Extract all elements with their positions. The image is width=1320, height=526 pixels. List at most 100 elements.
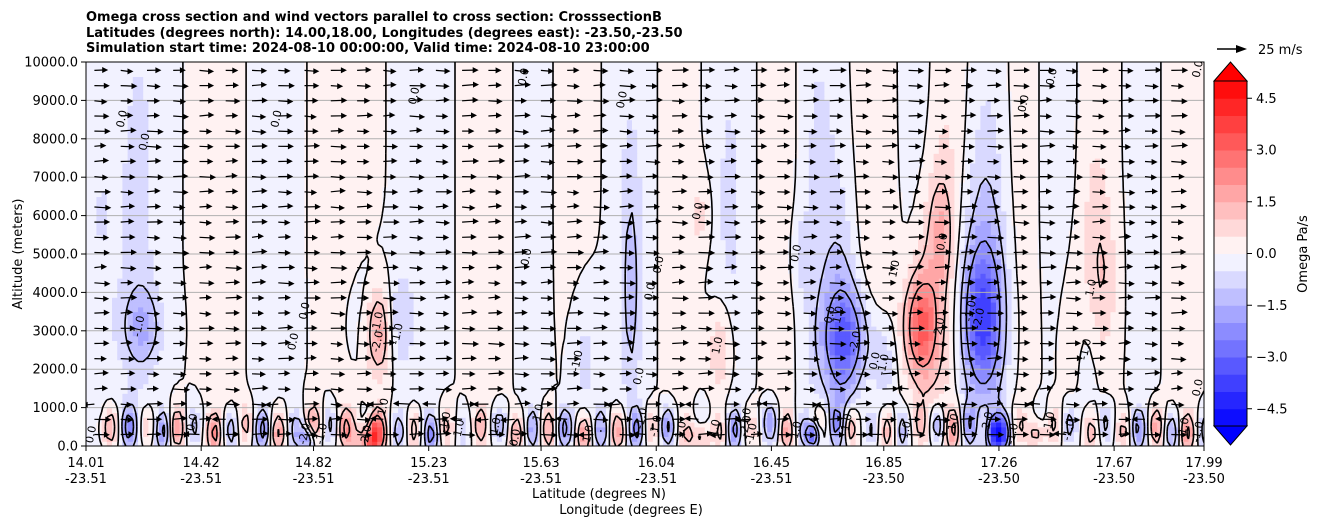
omega-cell [777, 345, 784, 351]
omega-cell [730, 441, 737, 446]
omega-cell [205, 393, 212, 399]
omega-cell [1100, 369, 1106, 375]
omega-cell [122, 412, 129, 418]
omega-cell [392, 383, 399, 389]
omega-cell [522, 335, 529, 341]
omega-cell [772, 388, 779, 394]
omega-cell [876, 354, 883, 361]
omega-cell [980, 393, 987, 399]
omega-cell [954, 364, 961, 370]
omega-cell [814, 422, 820, 428]
omega-cell [559, 374, 565, 380]
omega-cell [866, 388, 872, 394]
omega-cell [1037, 398, 1044, 404]
omega-cell [756, 345, 763, 351]
omega-cell [611, 378, 617, 385]
omega-cell [720, 383, 727, 389]
omega-cell [174, 364, 181, 370]
omega-cell [548, 402, 555, 409]
omega-cell [824, 398, 831, 404]
omega-cell [325, 436, 331, 442]
omega-cell [819, 436, 825, 442]
omega-cell [689, 350, 695, 356]
omega-cell [221, 335, 227, 341]
omega-cell [647, 335, 654, 341]
omega-cell [413, 378, 420, 385]
omega-cell [1198, 412, 1204, 418]
omega-cell [299, 426, 305, 433]
omega-cell [1178, 422, 1184, 428]
omega-cell [933, 393, 940, 399]
omega-cell [1063, 350, 1070, 356]
omega-cell [361, 402, 368, 409]
omega-cell [626, 378, 633, 385]
omega-cell [933, 354, 940, 361]
omega-cell [1141, 402, 1148, 409]
omega-cell [798, 364, 805, 370]
omega-cell [642, 345, 649, 351]
omega-cell [205, 383, 212, 389]
omega-cell [928, 422, 935, 428]
omega-cell [1016, 407, 1023, 413]
omega-cell [1162, 402, 1169, 409]
omega-cell [803, 422, 810, 428]
omega-cell [730, 398, 737, 404]
omega-cell [777, 369, 784, 375]
omega-cell [418, 374, 425, 380]
omega-cell [970, 407, 976, 413]
omega-cell [959, 402, 966, 409]
omega-cell [366, 345, 373, 351]
omega-cell [918, 441, 924, 446]
omega-cell [424, 350, 430, 356]
omega-cell [606, 398, 612, 404]
omega-cell [990, 369, 997, 375]
omega-cell [1167, 350, 1174, 356]
omega-cell [335, 378, 342, 385]
omega-cell [294, 388, 300, 394]
omega-cell [486, 393, 493, 399]
omega-cell [652, 378, 659, 385]
omega-cell [767, 388, 773, 394]
omega-cell [86, 369, 92, 375]
omega-cell [1105, 345, 1111, 351]
omega-cell [720, 436, 727, 442]
omega-cell [278, 407, 285, 413]
omega-cell [580, 398, 586, 404]
omega-cell [756, 369, 763, 375]
omega-cell [158, 422, 165, 428]
omega-cell [226, 417, 233, 423]
omega-cell [1022, 350, 1028, 356]
omega-cell [1152, 422, 1158, 428]
omega-cell [184, 364, 191, 370]
omega-cell [444, 359, 451, 365]
omega-cell [325, 364, 331, 370]
omega-cell [543, 393, 550, 399]
omega-cell [1188, 359, 1195, 365]
omega-cell [216, 407, 222, 413]
omega-cell [470, 378, 477, 385]
omega-cell [725, 441, 732, 446]
omega-cell [1042, 436, 1049, 442]
omega-cell [954, 354, 961, 361]
omega-cell [1183, 383, 1189, 389]
omega-cell [127, 378, 134, 385]
omega-cell [1136, 417, 1143, 423]
omega-cell [153, 359, 160, 365]
omega-cell [221, 378, 227, 385]
omega-cell [252, 393, 259, 399]
omega-cell [91, 426, 97, 433]
omega-cell [507, 383, 513, 389]
omega-cell [1146, 335, 1153, 341]
omega-cell [938, 388, 945, 394]
omega-cell [975, 426, 981, 433]
omega-cell [1157, 388, 1163, 394]
omega-cell [106, 431, 113, 437]
omega-cell [606, 417, 612, 423]
omega-cell [512, 402, 519, 409]
omega-cell [808, 426, 815, 433]
omega-cell [923, 388, 929, 394]
omega-cell [1105, 402, 1111, 409]
omega-cell [247, 383, 253, 389]
omega-cell [678, 364, 685, 370]
omega-cell [465, 378, 472, 385]
